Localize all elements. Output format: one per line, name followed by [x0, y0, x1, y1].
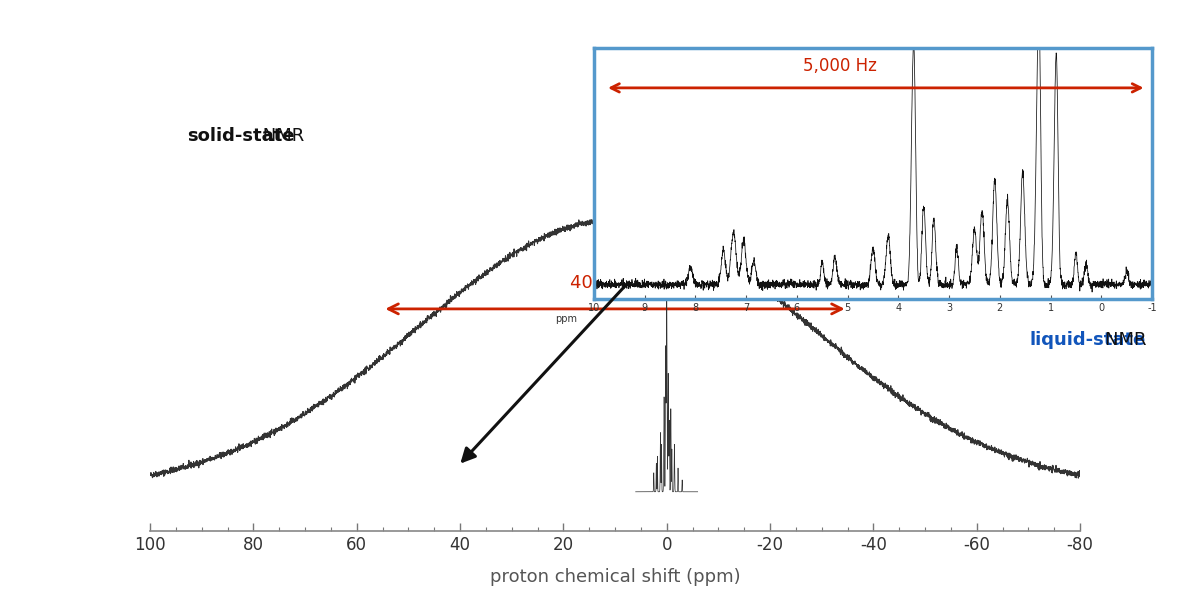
Text: NMR: NMR — [1036, 331, 1146, 349]
Text: liquid-state: liquid-state — [1030, 331, 1146, 349]
X-axis label: proton chemical shift (ppm): proton chemical shift (ppm) — [490, 568, 740, 586]
Text: 40,000 Hz: 40,000 Hz — [570, 273, 660, 291]
Text: NMR: NMR — [257, 127, 305, 145]
Text: 5,000 Hz: 5,000 Hz — [803, 57, 876, 75]
Text: solid-state: solid-state — [187, 127, 295, 145]
Text: ppm: ppm — [556, 313, 577, 324]
